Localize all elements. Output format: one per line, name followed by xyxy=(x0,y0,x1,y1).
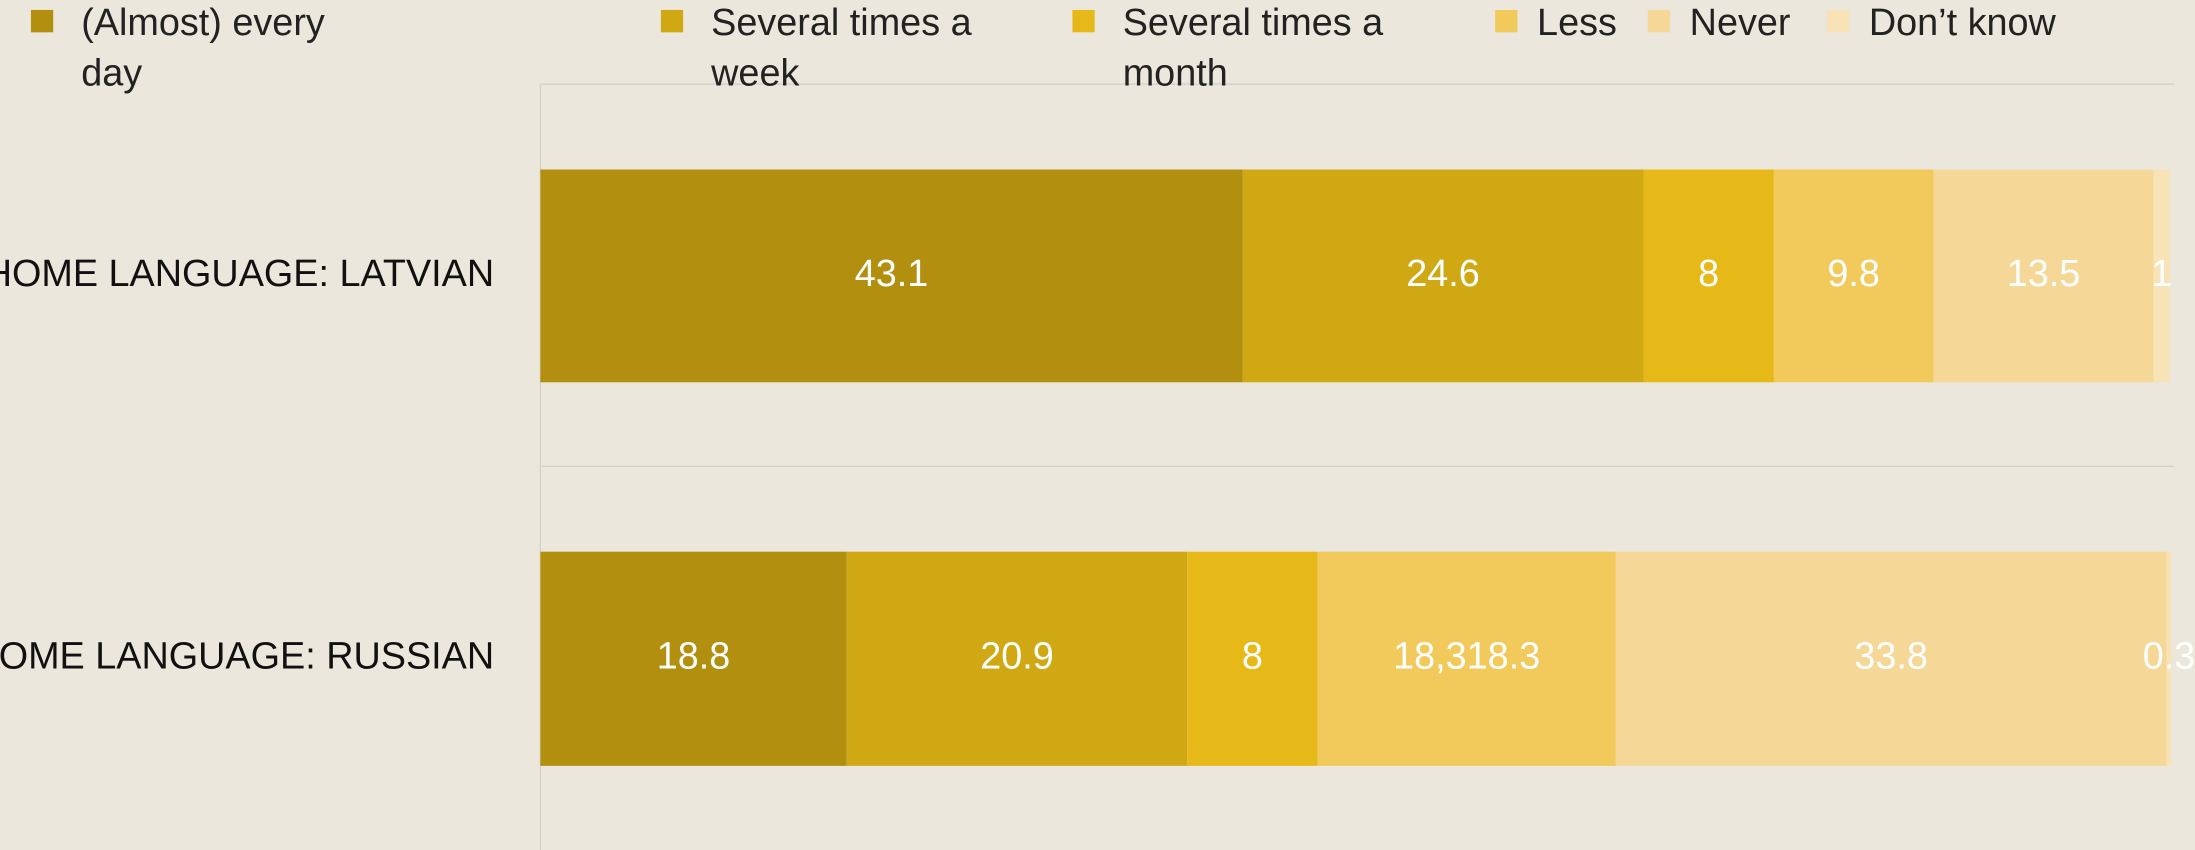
data-label: 1 xyxy=(2151,253,2172,295)
data-label: 18,318.3 xyxy=(1393,636,1540,678)
bar-segment xyxy=(2153,169,2170,383)
data-label: 33.8 xyxy=(1854,636,1928,678)
data-label: 20.9 xyxy=(980,636,1054,678)
legend-label: Less xyxy=(1537,1,1617,44)
legend-label: Don’t know xyxy=(1868,1,2056,44)
bar-segment xyxy=(1933,169,2154,383)
legend-item: Several times a month xyxy=(1072,0,1436,98)
bar-segment xyxy=(1773,169,1934,383)
legend-entry: Several times a month xyxy=(1072,0,1436,98)
legend-label: Never xyxy=(1689,1,1791,44)
legend-item: (Almost) every day xyxy=(30,0,367,98)
data-label: 0.3 xyxy=(2143,636,2195,678)
data-label: 43.1 xyxy=(855,253,929,295)
legend-item: Never xyxy=(1647,0,1816,48)
legend-label: Several times a month xyxy=(1122,1,1384,94)
legend-entry: Don’t know xyxy=(1826,0,2107,48)
category-label: HOME LANGUAGE: RUSSIAN xyxy=(0,636,494,678)
legend-swatch xyxy=(1495,9,1518,33)
legend-label: (Almost) every day xyxy=(81,1,325,94)
bar-segment xyxy=(1187,551,1318,766)
legend-swatch xyxy=(1647,9,1671,33)
bar-segment xyxy=(1643,169,1774,383)
legend-entry: Several times a week xyxy=(660,0,1025,98)
bar-segment xyxy=(1242,169,1644,383)
legend-item: Don’t know xyxy=(1826,0,2107,48)
bar-segment xyxy=(540,169,1243,383)
legend-entry: Less xyxy=(1495,0,1635,48)
bar-segment xyxy=(2166,551,2172,766)
legend-entry: Never xyxy=(1647,0,1816,48)
data-label: 18.8 xyxy=(657,636,731,678)
legend-entry: (Almost) every day xyxy=(30,0,367,98)
bar-segment xyxy=(846,551,1188,766)
data-label: 24.6 xyxy=(1406,253,1480,295)
legend-swatch xyxy=(1072,9,1095,33)
bar-segment xyxy=(1317,551,1616,766)
legend-item: Less xyxy=(1495,0,1635,48)
legend-swatch xyxy=(1826,9,1850,33)
bar-segment xyxy=(1615,551,2167,766)
data-label: 8 xyxy=(1242,636,1263,678)
legend-swatch xyxy=(30,9,54,33)
legend-swatch xyxy=(660,9,684,33)
category-label: HOME LANGUAGE: LATVIAN xyxy=(0,253,494,295)
data-label: 8 xyxy=(1698,253,1719,295)
legend-label: Several times a week xyxy=(711,1,972,94)
bar-segment xyxy=(540,551,847,766)
data-label: 13.5 xyxy=(2007,253,2081,295)
data-label: 9.8 xyxy=(1827,253,1880,295)
legend-item: Several times a week xyxy=(660,0,1025,98)
